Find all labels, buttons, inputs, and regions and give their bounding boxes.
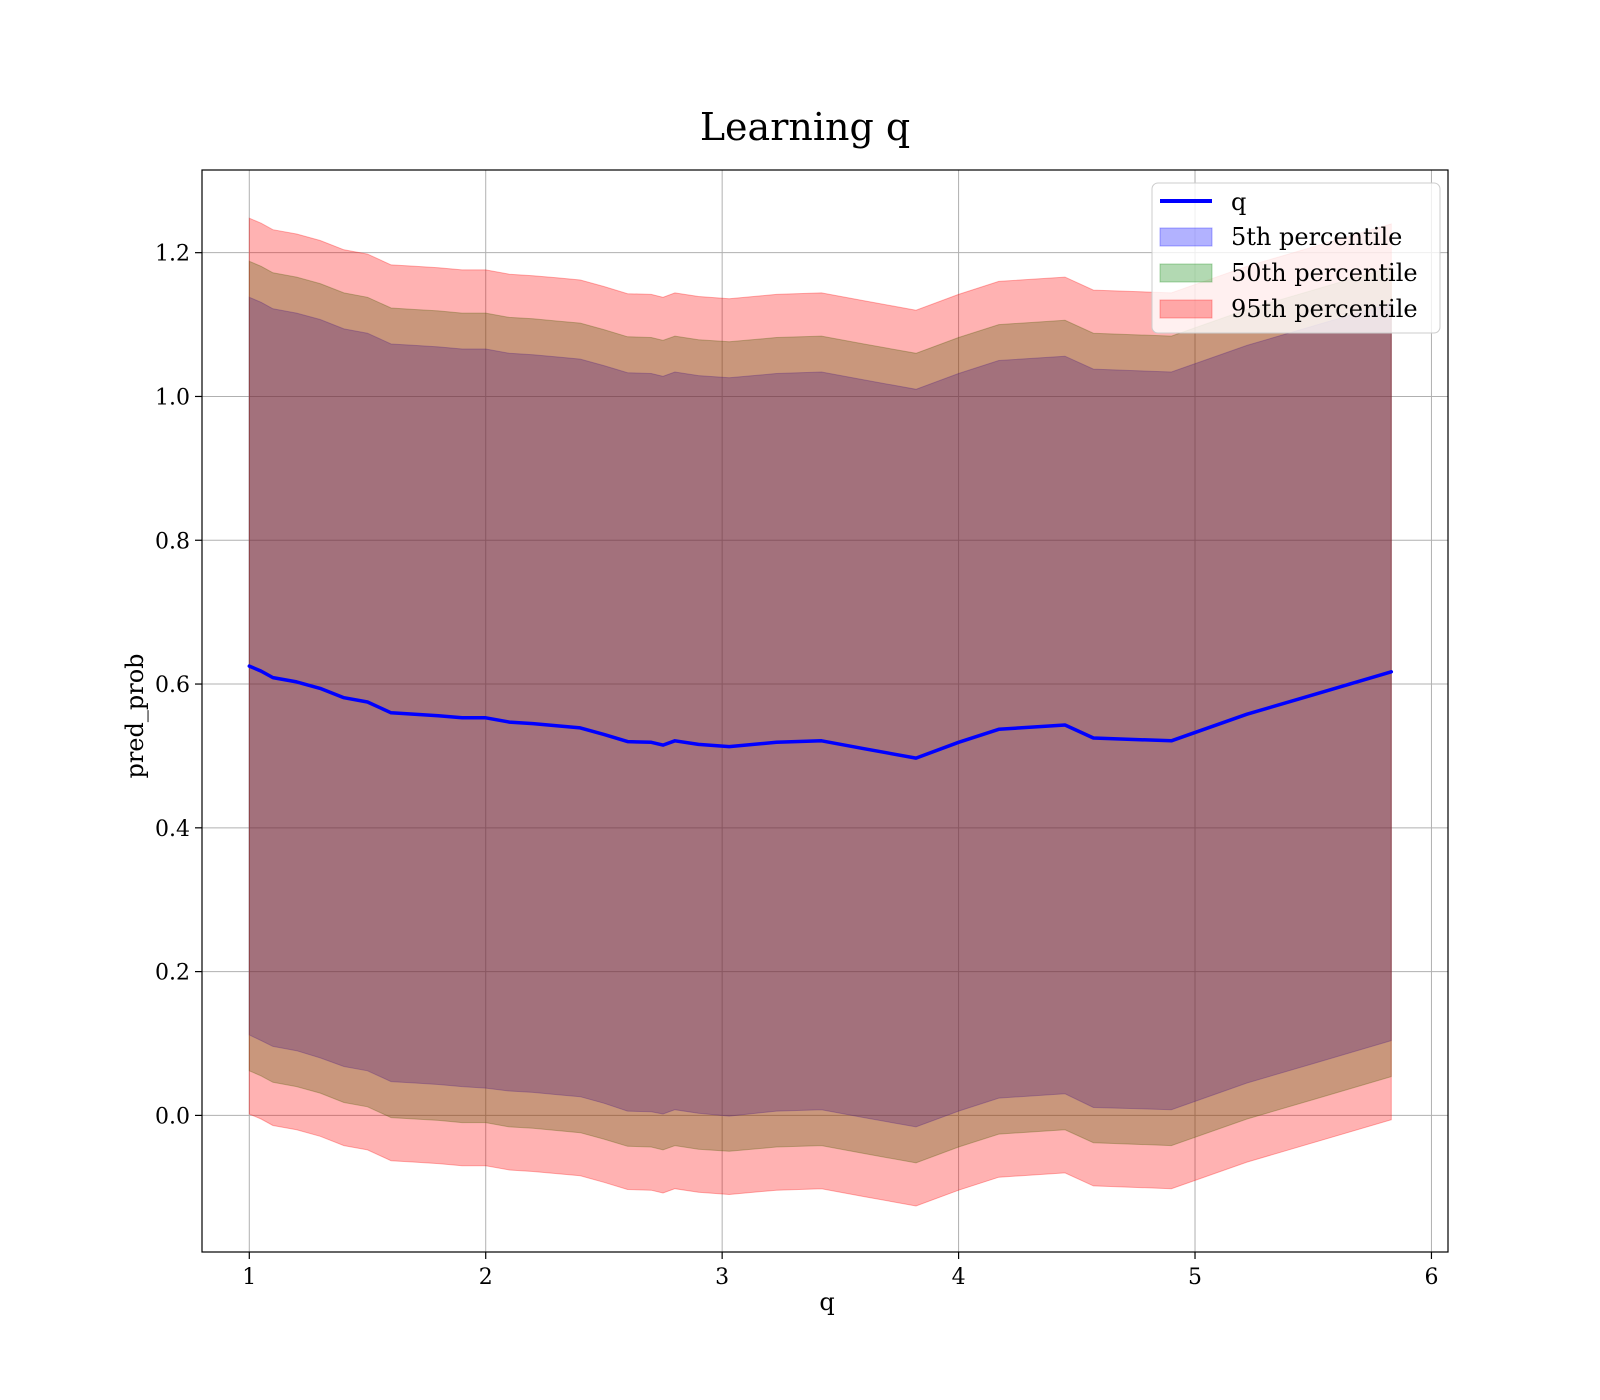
y-tick-label: 0.0 <box>155 1104 190 1129</box>
band-50th-percentile <box>248 260 1392 1164</box>
x-tick-label: 5 <box>1188 1265 1202 1290</box>
legend-swatch-50th-percentile <box>1159 263 1213 283</box>
y-tick-label: 1.2 <box>155 242 190 267</box>
y-axis-label: pred_prob <box>121 653 149 778</box>
x-tick-label: 6 <box>1424 1265 1438 1290</box>
plot-frame <box>201 169 1449 1253</box>
x-tick-label: 1 <box>242 1265 256 1290</box>
x-axis-label: q <box>819 1288 834 1316</box>
y-tick-label: 0.4 <box>155 817 190 842</box>
y-tick-label: 0.8 <box>155 529 190 554</box>
series-line-q <box>247 664 1394 760</box>
y-tick-label: 1.0 <box>155 385 190 410</box>
y-tick-label: 0.2 <box>155 961 190 986</box>
chart-title: Learning q <box>700 105 910 149</box>
legend-label-50th-percentile: 50th percentile <box>1231 259 1418 287</box>
legend-label-q: q <box>1231 188 1246 216</box>
band-95th-percentile <box>248 217 1392 1207</box>
legend-box <box>1151 182 1441 334</box>
legend-label-5th-percentile: 5th percentile <box>1231 223 1402 251</box>
percentile-bands <box>248 217 1392 1207</box>
band-5th-percentile <box>248 296 1392 1128</box>
x-tick-label: 2 <box>479 1265 493 1290</box>
axis-ticks: 1 2 3 4 5 6 0.0 0.2 0.4 0.6 0.8 1.0 1.2 <box>155 242 1438 1290</box>
line-series <box>247 664 1394 760</box>
x-tick-label: 4 <box>952 1265 966 1290</box>
legend-swatch-5th-percentile <box>1159 227 1213 247</box>
legend: q 5th percentile 50th percentile 95th pe… <box>1151 182 1441 334</box>
legend-swatch-95th-percentile <box>1159 299 1213 319</box>
x-tick-label: 3 <box>715 1265 729 1290</box>
legend-label-95th-percentile: 95th percentile <box>1231 295 1418 323</box>
y-tick-label: 0.6 <box>155 673 190 698</box>
